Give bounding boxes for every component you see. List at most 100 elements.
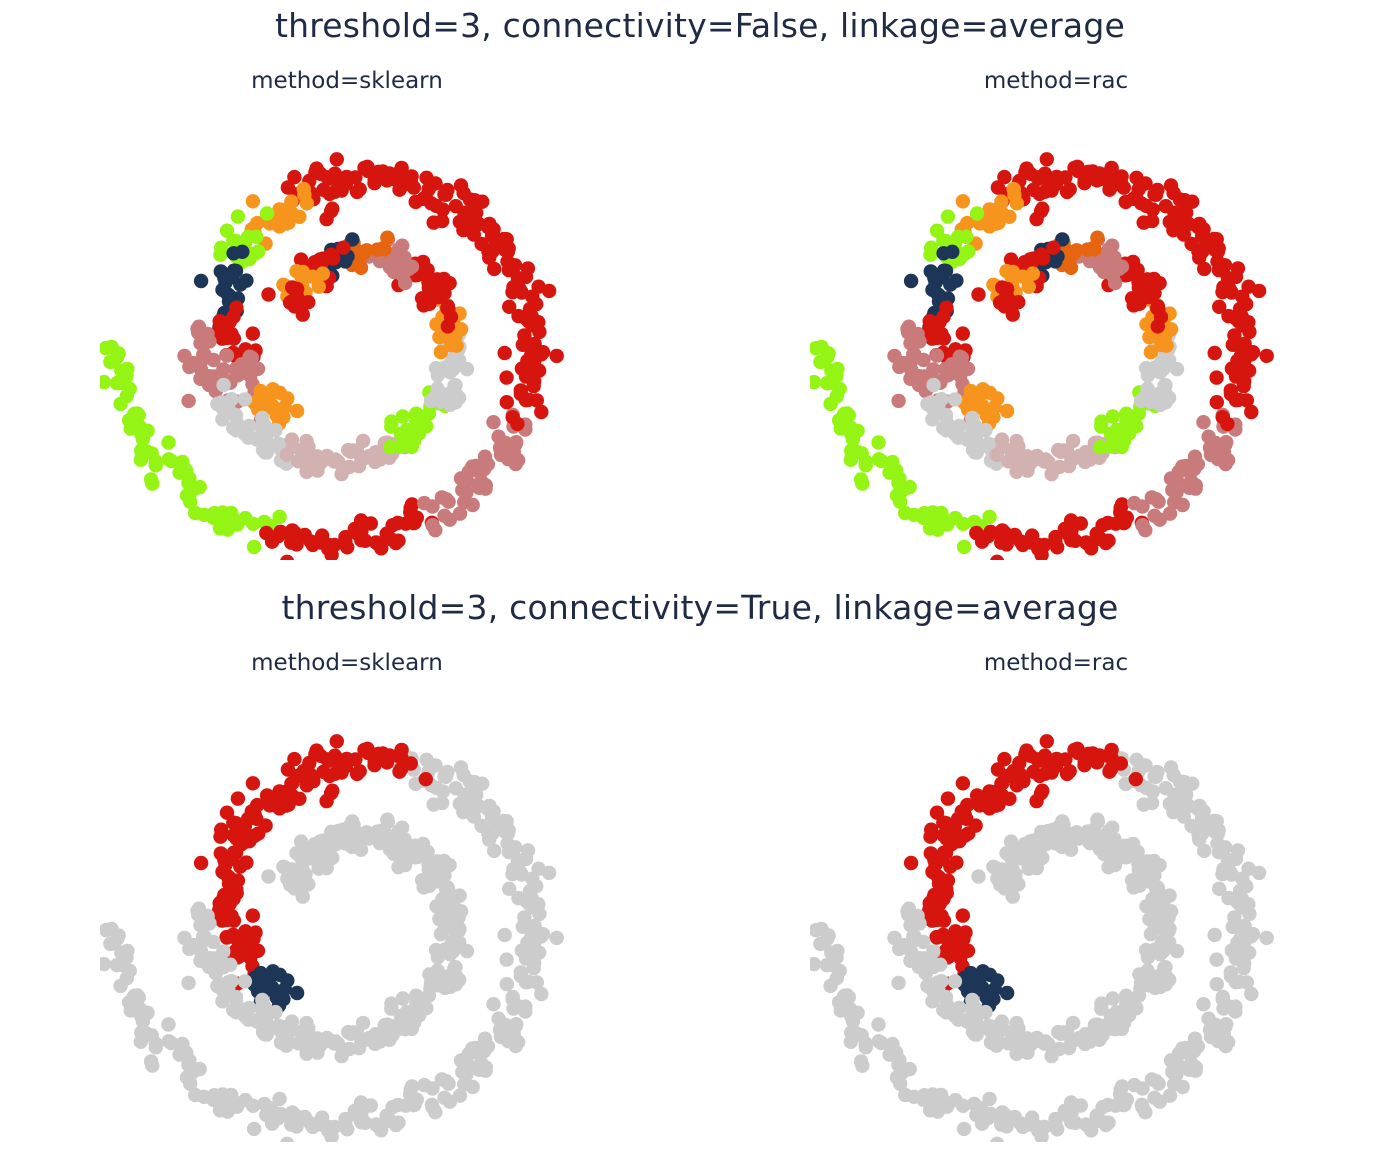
data-point-inner-spiral (1153, 397, 1168, 413)
data-point-outer-spiral (239, 273, 254, 288)
data-point-inner-spiral (336, 240, 351, 255)
data-point-outer-spiral (819, 957, 835, 973)
data-point-outer-spiral (499, 395, 514, 410)
data-point-inner-spiral (965, 1024, 981, 1040)
data-point-outer-spiral (226, 246, 241, 261)
data-point-outer-spiral (212, 314, 227, 329)
data-point-outer-spiral (925, 331, 940, 346)
data-point-inner-spiral (268, 1004, 283, 1020)
data-point-outer-spiral (906, 507, 922, 522)
data-point-outer-spiral (1192, 832, 1207, 847)
data-point-outer-spiral (256, 395, 272, 411)
data-point-inner-spiral (452, 935, 467, 950)
data-point-outer-spiral (1239, 975, 1254, 990)
data-point-outer-spiral (265, 382, 281, 397)
data-point-outer-spiral (1037, 1119, 1052, 1135)
data-point-outer-spiral (486, 997, 501, 1012)
data-point-outer-spiral (126, 407, 142, 422)
data-point-inner-spiral (1090, 230, 1105, 245)
data-point-outer-spiral (997, 169, 1012, 185)
data-point-outer-spiral (1175, 497, 1190, 513)
data-point-outer-spiral (486, 415, 501, 430)
data-point-outer-spiral (938, 234, 954, 249)
data-point-inner-spiral (892, 359, 907, 375)
data-point-outer-spiral (938, 263, 954, 279)
data-point-outer-spiral (259, 206, 275, 221)
data-point-outer-spiral (299, 196, 314, 211)
data-point-outer-spiral (1129, 170, 1144, 185)
data-point-outer-spiral (967, 514, 982, 530)
data-point-outer-spiral (1147, 508, 1162, 523)
data-point-outer-spiral (529, 297, 544, 312)
data-point-outer-spiral (990, 1136, 1005, 1142)
data-point-outer-spiral (183, 484, 199, 500)
data-point-outer-spiral (509, 1017, 524, 1032)
data-point-outer-spiral (956, 1121, 972, 1137)
scatter-plot-sklearn (100, 152, 564, 560)
data-point-outer-spiral (496, 813, 512, 829)
data-point-outer-spiral (810, 340, 824, 356)
data-point-inner-spiral (1109, 422, 1124, 438)
data-point-outer-spiral (833, 1003, 848, 1018)
data-point-outer-spiral (215, 505, 230, 520)
data-point-outer-spiral (473, 1055, 489, 1071)
data-point-outer-spiral (1064, 1115, 1079, 1130)
data-point-outer-spiral (257, 514, 272, 530)
data-point-outer-spiral (505, 410, 520, 425)
data-point-inner-spiral (1143, 344, 1159, 360)
data-point-outer-spiral (1235, 369, 1250, 385)
data-point-inner-spiral (1005, 307, 1020, 322)
data-point-outer-spiral (1050, 1122, 1065, 1137)
data-point-inner-spiral (1140, 381, 1155, 396)
data-point-outer-spiral (1203, 1029, 1219, 1045)
data-point-inner-spiral (1044, 1048, 1059, 1064)
panel-title-sklearn: method=sklearn (251, 650, 443, 676)
data-point-outer-spiral (1221, 308, 1236, 324)
data-point-outer-spiral (906, 1089, 922, 1104)
data-point-outer-spiral (299, 778, 314, 793)
data-point-outer-spiral (1203, 447, 1219, 463)
data-point-outer-spiral (929, 930, 945, 945)
data-point-inner-spiral (295, 307, 310, 322)
data-point-outer-spiral (453, 760, 469, 775)
data-point-inner-spiral (1132, 296, 1147, 311)
data-point-outer-spiral (448, 199, 463, 214)
data-point-outer-spiral (100, 922, 114, 938)
data-point-inner-spiral (370, 447, 385, 462)
data-point-outer-spiral (511, 890, 526, 906)
data-point-inner-spiral (892, 941, 907, 957)
data-point-outer-spiral (1138, 523, 1153, 538)
data-point-outer-spiral (196, 1089, 212, 1104)
data-point-outer-spiral (114, 363, 129, 378)
data-point-outer-spiral (520, 843, 536, 858)
data-point-outer-spiral (975, 382, 991, 397)
data-point-outer-spiral (1135, 499, 1150, 514)
data-point-outer-spiral (1050, 540, 1065, 555)
data-point-outer-spiral (100, 956, 112, 972)
data-point-inner-spiral (1025, 848, 1040, 863)
data-point-inner-spiral (1080, 447, 1095, 462)
data-point-outer-spiral (1239, 879, 1254, 894)
data-point-inner-spiral (1009, 464, 1024, 479)
data-point-outer-spiral (403, 500, 418, 515)
data-point-outer-spiral (499, 952, 514, 967)
data-point-inner-spiral (370, 1029, 385, 1044)
data-point-inner-spiral (397, 250, 412, 265)
data-point-outer-spiral (927, 852, 942, 868)
data-point-outer-spiral (849, 1026, 864, 1041)
data-point-inner-spiral (440, 301, 455, 316)
data-point-outer-spiral (119, 389, 134, 404)
data-point-outer-spiral (1100, 1097, 1115, 1113)
data-point-outer-spiral (140, 423, 155, 438)
data-point-outer-spiral (1145, 202, 1160, 217)
data-point-outer-spiral (1019, 743, 1034, 758)
data-point-outer-spiral (1230, 261, 1246, 276)
data-point-inner-spiral (1143, 926, 1159, 942)
data-point-outer-spiral (217, 270, 232, 286)
data-point-inner-spiral (397, 832, 412, 847)
data-point-outer-spiral (975, 964, 991, 979)
data-point-outer-spiral (999, 985, 1015, 1001)
data-point-outer-spiral (507, 840, 523, 855)
data-point-outer-spiral (949, 855, 964, 870)
data-point-outer-spiral (524, 309, 539, 324)
